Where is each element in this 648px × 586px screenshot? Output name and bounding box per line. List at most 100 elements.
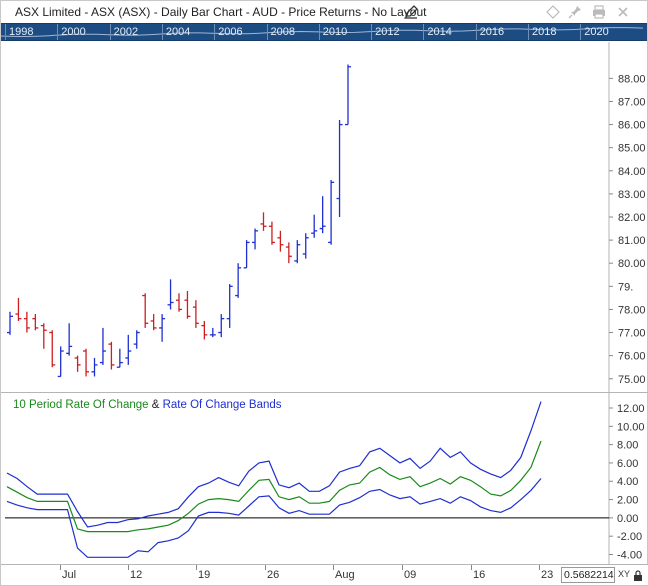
price-bar: [336, 119, 343, 217]
price-bar: [150, 314, 157, 331]
price-bar: [328, 180, 335, 245]
price-bar: [218, 314, 225, 338]
date-tick: [333, 565, 334, 570]
price-bar: [319, 196, 326, 234]
price-bar: [294, 240, 301, 264]
overview-year-label: 2004: [165, 26, 191, 38]
price-bar: [285, 242, 292, 264]
roc-tick-label: -2.00: [617, 531, 642, 543]
price-tick-label: 76.00: [618, 351, 646, 363]
price-bar: [277, 230, 284, 252]
price-bar: [40, 323, 47, 349]
price-bar: [311, 214, 318, 238]
price-tick-label: 86.00: [618, 120, 646, 132]
lock-icon[interactable]: [633, 570, 643, 581]
price-tick-label: 78.00: [618, 304, 646, 316]
pin-icon[interactable]: [567, 4, 583, 20]
roc-tick-label: 12.00: [617, 403, 645, 415]
overview-year-label: 2018: [532, 26, 557, 38]
overview-year-label: 1998: [9, 26, 34, 38]
price-bar: [176, 293, 182, 312]
date-label: 23: [541, 569, 554, 581]
date-tick: [196, 565, 197, 570]
price-bar: [23, 311, 30, 333]
price-bar: [91, 357, 98, 377]
price-tick-label: 88.00: [618, 73, 646, 85]
date-label: Aug: [335, 569, 355, 581]
price-bar: [125, 334, 132, 365]
price-bar: [74, 355, 81, 372]
overview-year-separator: [5, 24, 6, 40]
price-tick-label: 75.00: [618, 374, 646, 386]
roc-bands-title: Rate Of Change Bands: [162, 399, 282, 411]
price-bar: [167, 279, 174, 310]
price-bar: [142, 293, 149, 328]
title-ampersand: &: [148, 399, 163, 411]
roc-tick-label: -4.00: [617, 550, 642, 562]
price-tick-label: 80.00: [618, 258, 646, 270]
print-icon[interactable]: [591, 4, 607, 20]
overview-year-label: 2016: [479, 26, 505, 38]
overview-year-separator: [423, 24, 425, 40]
price-chart: 75.00 76.00 77.00 78.00 79. 80.00 81.00 82.00 83…: [7, 42, 646, 392]
overview-year-label: 2006: [218, 26, 243, 38]
overview-year-separator: [266, 24, 268, 40]
roc-lower-band: [6, 478, 542, 558]
price-bar: [57, 346, 64, 378]
overview-year-separator: [214, 24, 216, 40]
overview-year-separator: [161, 24, 163, 40]
date-tick: [539, 565, 540, 570]
xy-toggle[interactable]: XY: [618, 569, 631, 579]
price-bar: [192, 300, 199, 328]
indicator-pane[interactable]: -4.00 -2.00 0.00 2.00 4.00 6.00 8.00 10.00 12.00…: [1, 393, 648, 564]
overview-year-label: 2008: [270, 26, 295, 38]
diamond-icon[interactable]: [545, 4, 561, 20]
date-tick: [471, 565, 472, 570]
overview-year-separator: [57, 24, 59, 40]
date-label: 16: [473, 569, 486, 581]
price-pane[interactable]: 75.00 76.00 77.00 78.00 79. 80.00 81.00 82.00 83…: [1, 42, 648, 392]
price-bar: [159, 314, 166, 342]
price-bar: [260, 212, 267, 231]
price-tick-label: 83.00: [618, 189, 646, 201]
price-tick-label: 79.: [618, 281, 633, 293]
indicator-title: 10 Period Rate Of Change & Rate Of Chang…: [13, 399, 282, 411]
overview-year-separator: [109, 24, 111, 40]
price-bar: [83, 348, 90, 377]
date-label: Jul: [62, 569, 77, 581]
price-bar: [15, 297, 22, 321]
price-bar: [49, 330, 56, 368]
overview-strip[interactable]: 1998 2000 2002 2004 2006 2008 2010 2012 2014 2016…: [1, 23, 647, 41]
price-tick-label: 82.00: [618, 212, 646, 224]
price-bar: [209, 327, 216, 338]
overview-price-line: [1, 27, 644, 37]
pane-divider[interactable]: [1, 392, 648, 393]
roc-tick-label: 8.00: [617, 440, 638, 452]
price-bar: [116, 348, 123, 368]
price-bar: [268, 221, 275, 245]
price-bar: [345, 64, 351, 126]
overview-year-label: 2010: [322, 26, 348, 38]
overview-year-label: 2020: [584, 26, 609, 38]
close-icon[interactable]: [615, 4, 631, 20]
price-bar: [184, 290, 191, 319]
roc-tick-label: 0.00: [617, 513, 638, 525]
roc-upper-band: [6, 401, 542, 528]
price-bar: [201, 320, 208, 340]
price-tick-label: 87.00: [618, 96, 646, 108]
date-axis[interactable]: Jul 12 19 26 Aug 09 16 23 0.5682214 XY: [1, 564, 648, 585]
price-tick-label: 81.00: [618, 235, 646, 247]
overview-year-label: 2002: [113, 26, 139, 38]
value-readout[interactable]: 0.5682214: [561, 567, 615, 583]
date-label: 19: [198, 569, 211, 581]
roc-tick-label: 4.00: [617, 476, 638, 488]
overview-year-separator: [580, 24, 582, 40]
price-bar: [235, 263, 242, 298]
edit-icon[interactable]: [403, 4, 419, 20]
price-bar: [226, 284, 233, 328]
date-tick: [128, 565, 129, 570]
date-label: 12: [130, 569, 143, 581]
roc-line: [6, 440, 542, 533]
overview-year-separator: [528, 24, 529, 40]
price-bar: [66, 323, 73, 356]
